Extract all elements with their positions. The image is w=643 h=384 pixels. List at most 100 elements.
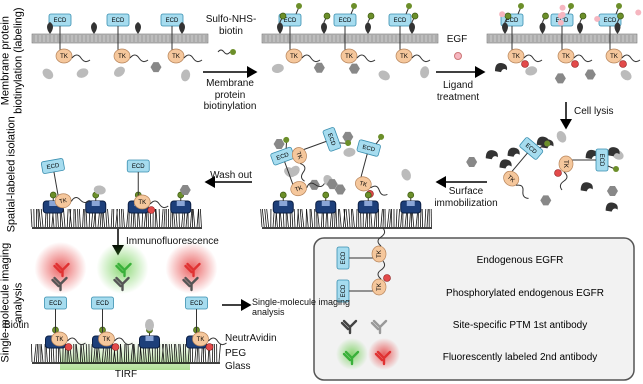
peg <box>122 208 125 228</box>
peg <box>266 208 269 228</box>
peg <box>161 208 164 228</box>
egf <box>635 9 642 16</box>
biotin <box>279 12 287 20</box>
section-label: Spatial-labeled isolation <box>5 116 18 233</box>
protein <box>114 66 125 77</box>
protein <box>466 156 478 167</box>
tk-label: TK <box>562 54 570 60</box>
peg <box>69 208 72 228</box>
peg <box>121 208 123 228</box>
peg <box>125 343 127 363</box>
peg <box>343 208 346 228</box>
ecd-label: ECD <box>54 18 67 24</box>
tk-label: TK <box>294 185 303 193</box>
tk <box>290 181 307 197</box>
peg <box>351 208 353 228</box>
tk <box>558 155 574 173</box>
peg <box>105 208 108 228</box>
biotin <box>542 12 549 20</box>
fluorescence <box>368 338 400 370</box>
fluorescence <box>336 338 368 370</box>
neutravidin-pocket <box>49 201 58 206</box>
primary-antibody <box>113 276 130 292</box>
surface-protein <box>409 22 415 34</box>
biotin <box>345 139 352 146</box>
tk-label: TK <box>197 337 205 343</box>
tail <box>301 54 321 63</box>
protein <box>342 131 354 142</box>
neutravidin-pocket <box>91 201 100 206</box>
surface-protein <box>614 22 621 34</box>
biotin <box>407 191 415 199</box>
tk-label: TK <box>290 54 298 60</box>
membrane <box>261 33 439 44</box>
biotin <box>283 136 290 143</box>
peg <box>338 208 340 228</box>
tail <box>621 54 641 63</box>
phospho <box>111 343 120 351</box>
tail <box>370 185 388 196</box>
tk-label: TK <box>400 54 408 60</box>
tail <box>377 227 386 247</box>
arrows <box>112 66 572 311</box>
ecd-label: ECD <box>341 251 347 264</box>
peg <box>352 208 355 228</box>
tail <box>71 54 91 63</box>
protein <box>179 185 191 195</box>
biotin <box>579 12 587 20</box>
peg <box>75 343 79 363</box>
peg <box>161 343 164 363</box>
tk <box>507 48 525 64</box>
secondary-antibody <box>374 350 392 366</box>
surface-protein <box>47 22 53 34</box>
egfr: ECD TK <box>388 3 431 64</box>
phospho <box>147 206 156 214</box>
tk-label: TK <box>377 283 383 291</box>
protein <box>606 186 618 197</box>
neutravidin-pocket <box>176 201 185 206</box>
tk-label: TK <box>359 181 368 189</box>
peg <box>33 343 37 363</box>
egfr: ECD TK <box>336 260 391 303</box>
protein <box>525 66 538 76</box>
surface-protein <box>365 22 371 34</box>
peg <box>40 343 44 363</box>
tk <box>355 176 372 192</box>
section-label: Membrane protein biotinylation (labeling… <box>0 7 24 114</box>
peg <box>82 343 86 363</box>
ecd-label: ECD <box>190 301 203 307</box>
biotin <box>504 12 512 20</box>
phospho <box>383 274 391 282</box>
peg <box>339 208 342 228</box>
egf <box>454 52 462 60</box>
peg <box>126 208 129 228</box>
peg <box>36 343 39 363</box>
tk <box>371 245 387 263</box>
protein <box>308 179 320 190</box>
peg <box>190 208 193 228</box>
stalk <box>53 171 59 198</box>
peg <box>310 208 313 228</box>
biotin <box>518 3 524 9</box>
ecd-label: ECD <box>46 163 60 171</box>
tail <box>208 337 227 346</box>
peg <box>173 343 176 363</box>
tail <box>306 182 325 188</box>
tk-label: TK <box>562 160 568 168</box>
ecd-label: ECD <box>394 18 407 24</box>
legend-label: Endogenous EGFR <box>476 255 564 266</box>
ecd-label: ECD <box>341 284 347 297</box>
biotin <box>378 133 385 140</box>
ecd-label: ECD <box>96 301 109 307</box>
peg <box>137 343 139 363</box>
biotin <box>351 3 357 9</box>
surface-protein <box>277 22 283 34</box>
